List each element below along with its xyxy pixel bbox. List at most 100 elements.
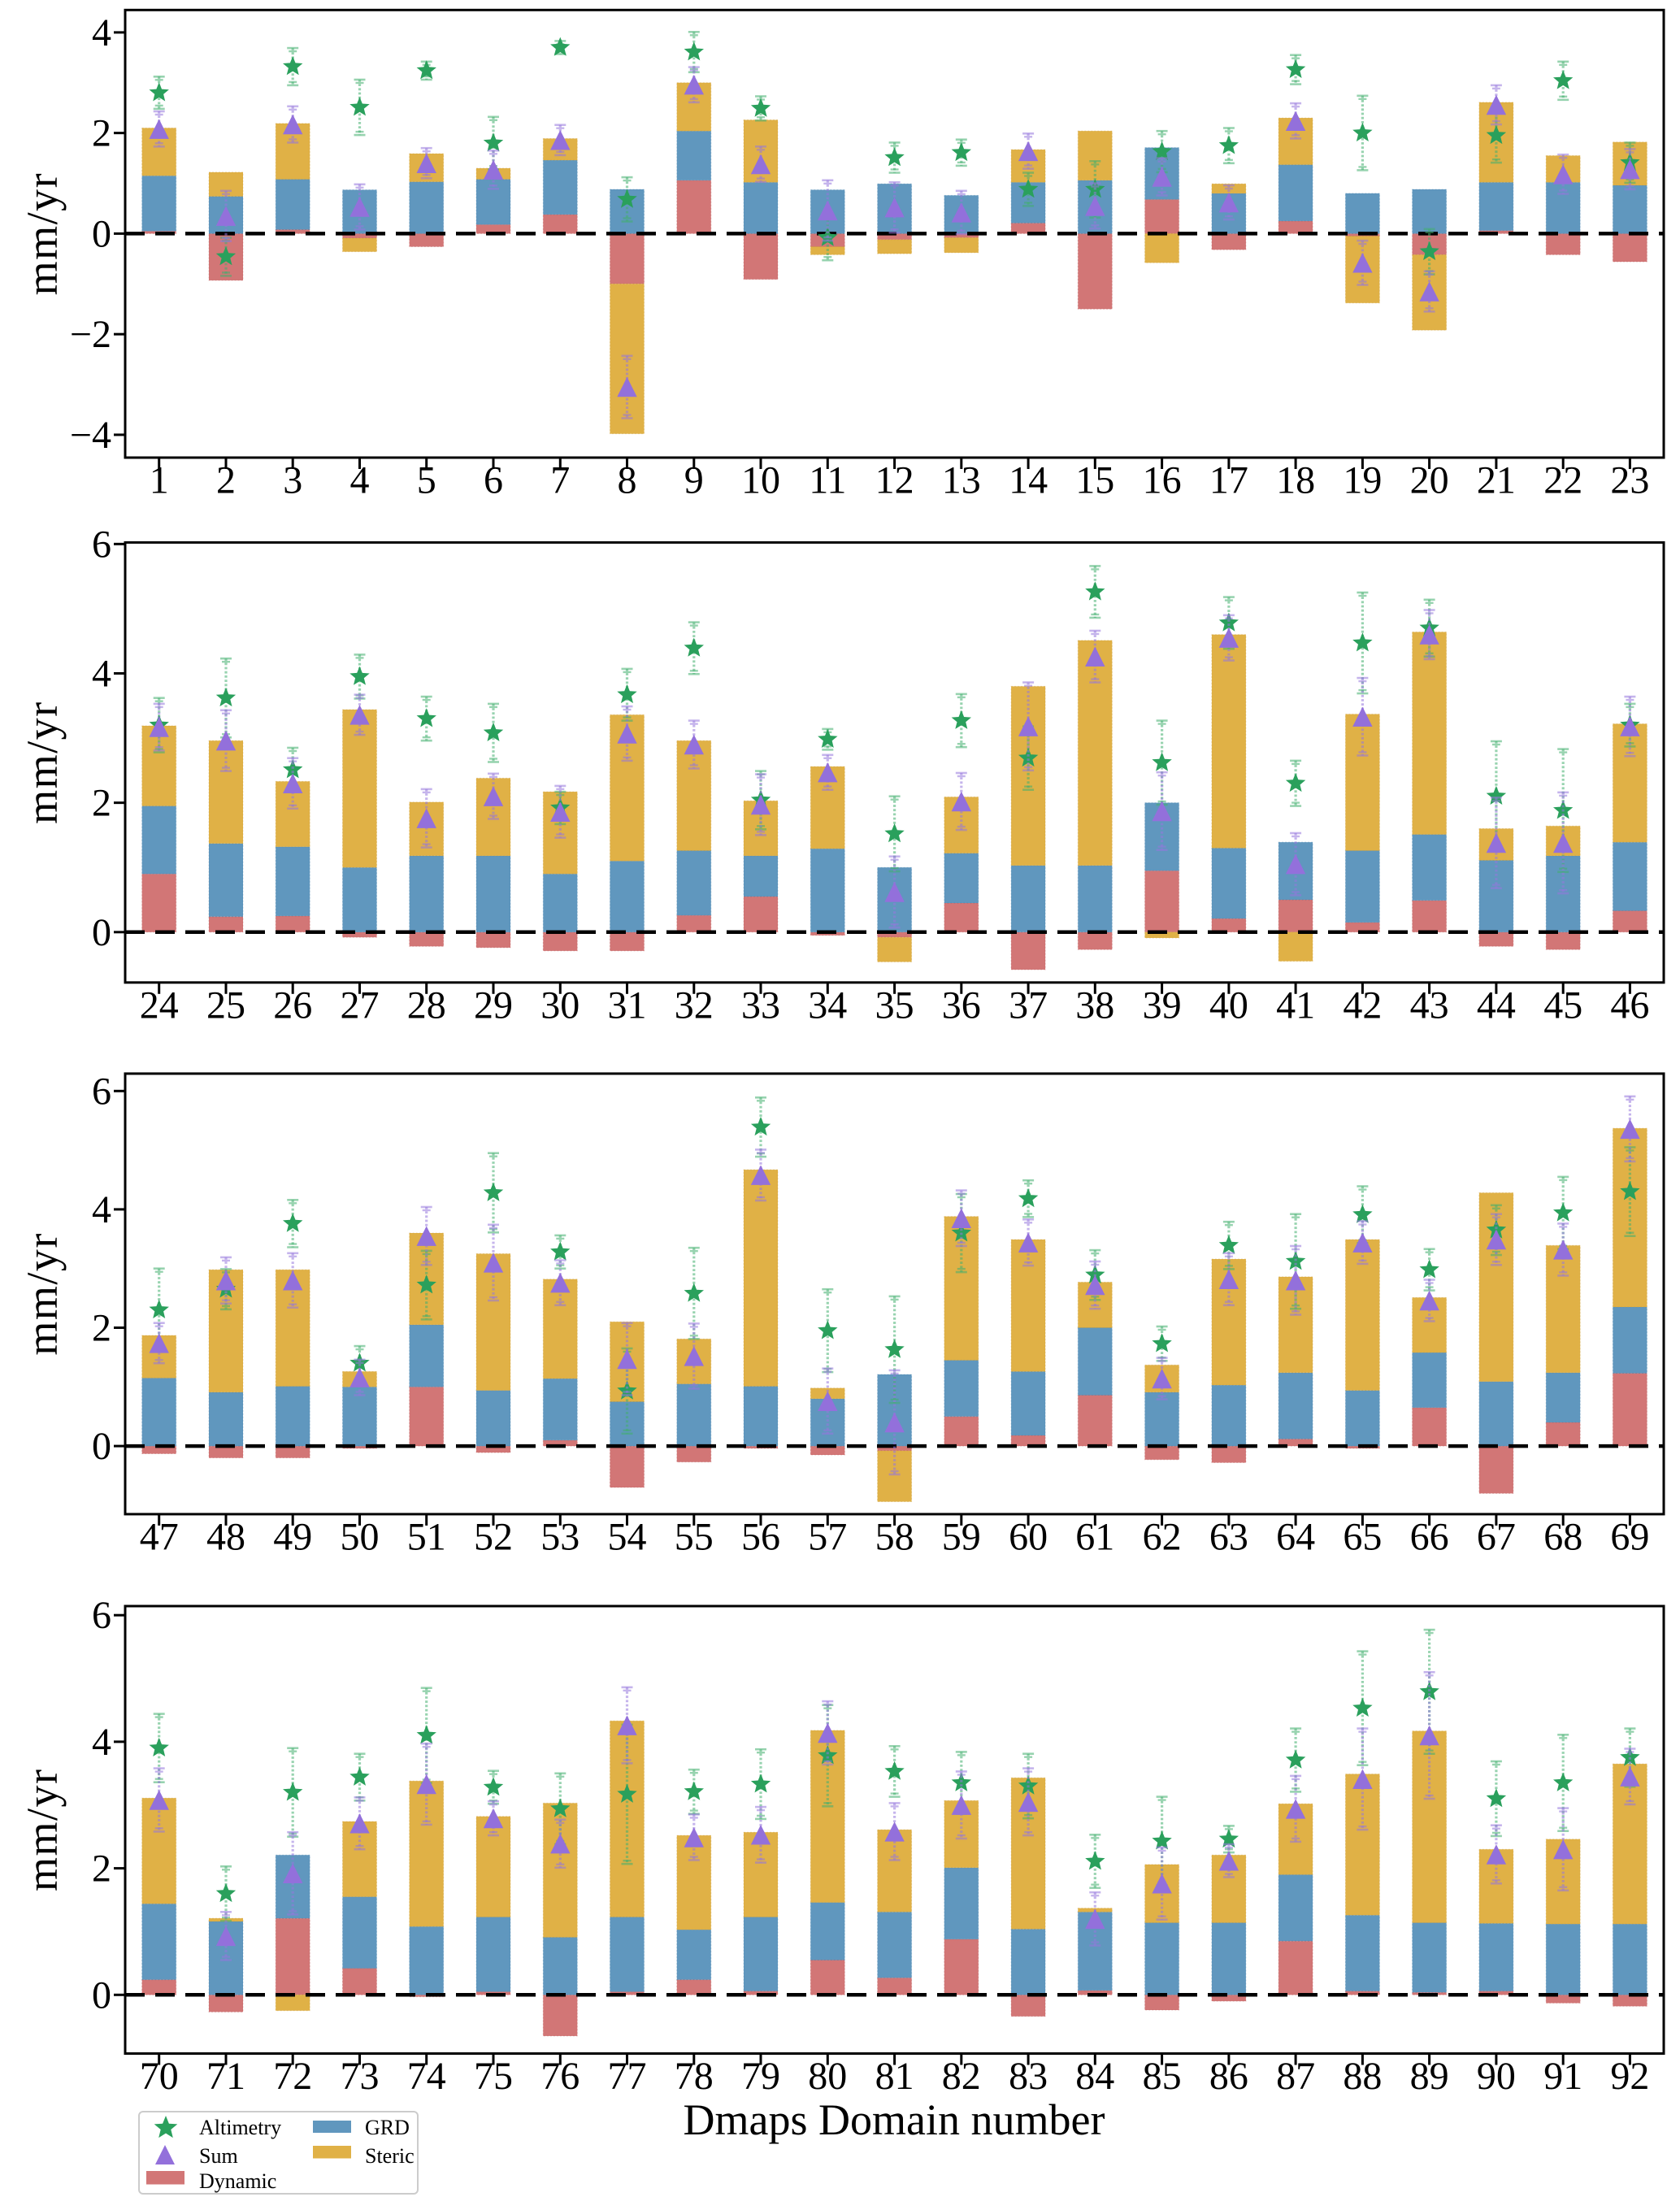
- svg-text:70: 70: [140, 2055, 179, 2098]
- svg-text:77: 77: [608, 2055, 647, 2098]
- svg-text:32: 32: [675, 983, 714, 1027]
- svg-text:75: 75: [474, 2055, 513, 2098]
- svg-text:48: 48: [206, 1515, 245, 1558]
- svg-text:52: 52: [474, 1515, 513, 1558]
- svg-text:79: 79: [741, 2055, 780, 2098]
- svg-text:Altimetry: Altimetry: [199, 2116, 281, 2139]
- svg-text:30: 30: [540, 983, 580, 1027]
- svg-text:1: 1: [150, 459, 169, 502]
- svg-text:28: 28: [407, 983, 446, 1027]
- svg-text:64: 64: [1276, 1515, 1315, 1558]
- svg-text:57: 57: [808, 1515, 847, 1558]
- svg-text:76: 76: [540, 2055, 580, 2098]
- svg-text:24: 24: [140, 983, 179, 1027]
- svg-text:4: 4: [350, 459, 370, 502]
- svg-text:85: 85: [1143, 2055, 1182, 2098]
- svg-text:54: 54: [608, 1515, 647, 1558]
- svg-text:63: 63: [1209, 1515, 1248, 1558]
- svg-text:91: 91: [1543, 2055, 1582, 2098]
- svg-text:51: 51: [407, 1515, 446, 1558]
- svg-text:0: 0: [92, 1425, 111, 1468]
- svg-text:78: 78: [675, 2055, 714, 2098]
- svg-text:3: 3: [283, 459, 302, 502]
- svg-text:5: 5: [417, 459, 436, 502]
- svg-text:20: 20: [1410, 459, 1449, 502]
- svg-text:41: 41: [1276, 983, 1315, 1027]
- svg-text:74: 74: [407, 2055, 446, 2098]
- svg-text:6: 6: [484, 459, 503, 502]
- svg-text:62: 62: [1143, 1515, 1182, 1558]
- svg-text:2: 2: [92, 112, 111, 155]
- svg-text:47: 47: [140, 1515, 179, 1558]
- svg-text:36: 36: [942, 983, 981, 1027]
- svg-text:4: 4: [92, 11, 111, 54]
- svg-text:60: 60: [1009, 1515, 1048, 1558]
- svg-text:26: 26: [273, 983, 312, 1027]
- svg-text:4: 4: [92, 1188, 111, 1231]
- svg-text:92: 92: [1610, 2055, 1649, 2098]
- svg-text:59: 59: [942, 1515, 981, 1558]
- svg-text:Dmaps Domain number: Dmaps Domain number: [684, 2095, 1105, 2144]
- svg-text:40: 40: [1209, 983, 1248, 1027]
- svg-text:6: 6: [92, 1070, 111, 1113]
- svg-text:89: 89: [1410, 2055, 1449, 2098]
- svg-text:45: 45: [1543, 983, 1582, 1027]
- svg-text:42: 42: [1343, 983, 1382, 1027]
- svg-text:50: 50: [341, 1515, 380, 1558]
- svg-text:90: 90: [1477, 2055, 1516, 2098]
- svg-text:19: 19: [1343, 459, 1382, 502]
- svg-text:9: 9: [684, 459, 704, 502]
- svg-text:35: 35: [875, 983, 914, 1027]
- svg-text:37: 37: [1009, 983, 1048, 1027]
- svg-text:21: 21: [1477, 459, 1516, 502]
- svg-text:88: 88: [1343, 2055, 1382, 2098]
- svg-text:4: 4: [92, 653, 111, 696]
- svg-text:49: 49: [273, 1515, 312, 1558]
- svg-text:87: 87: [1276, 2055, 1315, 2098]
- svg-text:0: 0: [92, 212, 111, 255]
- svg-text:72: 72: [273, 2055, 312, 2098]
- svg-text:−4: −4: [70, 414, 111, 457]
- svg-text:83: 83: [1009, 2055, 1048, 2098]
- svg-text:38: 38: [1075, 983, 1114, 1027]
- svg-text:25: 25: [206, 983, 245, 1027]
- svg-text:7: 7: [550, 459, 570, 502]
- svg-text:61: 61: [1075, 1515, 1114, 1558]
- svg-text:11: 11: [809, 459, 846, 502]
- svg-text:31: 31: [608, 983, 647, 1027]
- svg-text:12: 12: [875, 459, 914, 502]
- svg-text:46: 46: [1610, 983, 1649, 1027]
- svg-text:33: 33: [741, 983, 780, 1027]
- svg-text:4: 4: [92, 1721, 111, 1764]
- svg-text:6: 6: [92, 523, 111, 566]
- svg-text:13: 13: [942, 459, 981, 502]
- svg-text:82: 82: [942, 2055, 981, 2098]
- svg-text:Dynamic: Dynamic: [199, 2169, 276, 2193]
- svg-text:2: 2: [92, 782, 111, 825]
- svg-text:58: 58: [875, 1515, 914, 1558]
- svg-text:mm/yr: mm/yr: [18, 1768, 67, 1891]
- svg-text:55: 55: [675, 1515, 714, 1558]
- svg-text:65: 65: [1343, 1515, 1382, 1558]
- svg-text:39: 39: [1143, 983, 1182, 1027]
- svg-text:56: 56: [741, 1515, 780, 1558]
- svg-text:86: 86: [1209, 2055, 1248, 2098]
- svg-text:68: 68: [1543, 1515, 1582, 1558]
- svg-text:2: 2: [92, 1307, 111, 1350]
- svg-text:mm/yr: mm/yr: [18, 172, 67, 296]
- svg-text:80: 80: [808, 2055, 847, 2098]
- svg-text:−2: −2: [70, 313, 111, 356]
- svg-text:2: 2: [216, 459, 236, 502]
- svg-text:69: 69: [1610, 1515, 1649, 1558]
- svg-text:84: 84: [1075, 2055, 1114, 2098]
- svg-text:53: 53: [540, 1515, 580, 1558]
- svg-text:10: 10: [741, 459, 780, 502]
- svg-text:15: 15: [1075, 459, 1114, 502]
- svg-text:81: 81: [875, 2055, 914, 2098]
- svg-text:23: 23: [1610, 459, 1649, 502]
- svg-text:27: 27: [341, 983, 380, 1027]
- svg-text:29: 29: [474, 983, 513, 1027]
- svg-text:mm/yr: mm/yr: [18, 701, 67, 824]
- svg-text:0: 0: [92, 1973, 111, 2017]
- svg-text:17: 17: [1209, 459, 1248, 502]
